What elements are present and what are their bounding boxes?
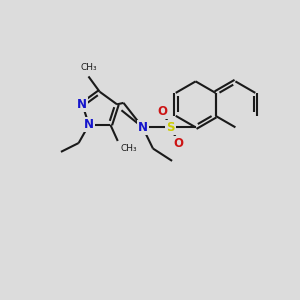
Text: S: S — [167, 121, 175, 134]
Text: N: N — [77, 98, 87, 111]
Text: CH₃: CH₃ — [121, 144, 137, 153]
Text: O: O — [158, 105, 167, 118]
Text: N: N — [138, 121, 148, 134]
Text: N: N — [84, 118, 94, 131]
Text: CH₃: CH₃ — [80, 63, 97, 72]
Text: O: O — [174, 137, 184, 150]
